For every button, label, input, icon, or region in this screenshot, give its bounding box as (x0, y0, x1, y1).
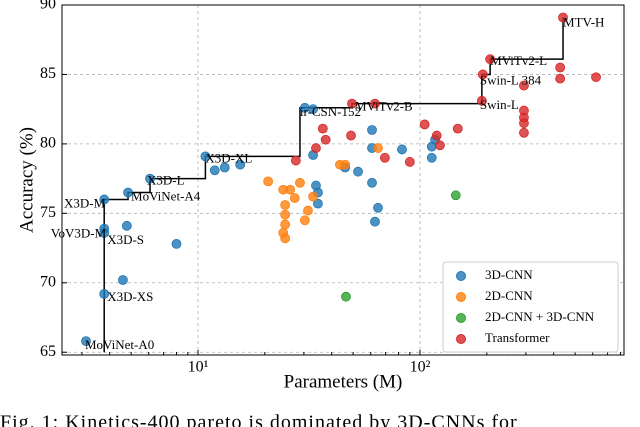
data-point (367, 125, 377, 135)
x-axis-label: Parameters (M) (284, 371, 403, 392)
legend-marker (456, 271, 466, 281)
data-point (289, 193, 300, 203)
point-annotation: Swin-L 384 (480, 72, 542, 87)
data-point (435, 140, 445, 151)
data-point (81, 336, 91, 347)
x-tick-label: 10² (410, 359, 431, 376)
point-annotation: ir-CSN-152 (300, 104, 361, 119)
data-point (290, 155, 301, 166)
data-point (555, 73, 566, 84)
point-annotation: X3D-XL (205, 150, 252, 165)
data-point (452, 123, 463, 134)
data-point (353, 166, 363, 177)
data-point (118, 275, 128, 285)
data-point (121, 220, 132, 231)
y-tick-label: 75 (40, 204, 56, 221)
data-point (263, 176, 274, 187)
data-point (519, 127, 529, 138)
x-tick-label: 10¹ (188, 359, 209, 376)
point-annotation: VoV3D-M (51, 226, 107, 241)
data-point (295, 177, 305, 188)
legend-label: 3D-CNN (485, 267, 533, 282)
data-point (99, 288, 110, 299)
data-point (308, 191, 318, 202)
data-point (145, 173, 155, 184)
data-point (311, 143, 321, 153)
data-point (591, 72, 601, 83)
legend-box (442, 261, 619, 353)
data-point (367, 177, 377, 188)
data-point (404, 157, 415, 167)
data-point (426, 152, 437, 163)
caption: Fig. 1: Kinetics-400 pareto is dominated… (0, 412, 518, 427)
point-annotation: MViTv2-B (355, 99, 413, 114)
data-point (209, 165, 220, 176)
data-point (370, 98, 380, 109)
data-point (340, 159, 351, 170)
data-point (280, 200, 291, 210)
data-point (280, 219, 291, 230)
data-point (341, 291, 351, 302)
data-point (519, 80, 529, 91)
data-point (373, 202, 383, 213)
data-point (476, 95, 487, 106)
y-tick-label: 65 (40, 343, 56, 360)
data-point (123, 187, 133, 198)
data-point (317, 123, 328, 134)
data-point (555, 62, 566, 73)
data-point (299, 215, 310, 226)
data-point (419, 119, 430, 130)
data-point (320, 134, 331, 145)
data-point (200, 151, 211, 162)
data-point (99, 227, 110, 238)
legend-label: 2D-CNN + 3D-CNN (485, 309, 595, 324)
data-point (477, 69, 488, 80)
point-annotation: Swin-L (480, 97, 519, 112)
point-annotation: MTV-H (563, 14, 604, 29)
data-point (280, 209, 291, 220)
data-point (308, 104, 318, 115)
data-point (219, 162, 230, 173)
point-annotation: X3D-S (107, 232, 144, 247)
data-point (558, 12, 568, 23)
legend-label: Transformer (485, 330, 550, 345)
point-annotation: X3D-L (147, 173, 185, 188)
point-annotation: MoViNet-A4 (131, 188, 201, 203)
data-point (450, 190, 461, 201)
data-point (171, 238, 182, 249)
data-point (313, 198, 323, 209)
data-point (303, 205, 313, 216)
legend-marker (456, 334, 466, 344)
data-point (431, 130, 442, 141)
legend-label: 2D-CNN (485, 288, 533, 303)
data-point (285, 184, 296, 195)
data-point (278, 227, 289, 238)
y-tick-label: 90 (40, 0, 56, 13)
legend-marker (456, 292, 466, 302)
data-point (380, 152, 390, 163)
data-point (373, 143, 383, 153)
y-axis-label: Accuracy (%) (16, 127, 37, 233)
data-point (519, 118, 529, 128)
data-point (346, 130, 356, 141)
y-tick-label: 70 (40, 273, 56, 290)
data-point (235, 159, 246, 170)
y-tick-label: 80 (40, 135, 56, 152)
data-point (99, 194, 110, 205)
data-point (370, 216, 380, 227)
data-point (347, 98, 357, 109)
point-annotation: MViTv2-L (490, 53, 547, 68)
point-annotation: X3D-XS (107, 289, 153, 304)
legend-marker (456, 313, 466, 323)
data-point (485, 54, 496, 65)
point-annotation: MoViNet-A0 (85, 337, 154, 352)
y-tick-label: 85 (40, 65, 56, 82)
plot-frame (61, 4, 625, 356)
point-annotation: X3D-M (64, 195, 106, 210)
data-point (397, 144, 407, 155)
